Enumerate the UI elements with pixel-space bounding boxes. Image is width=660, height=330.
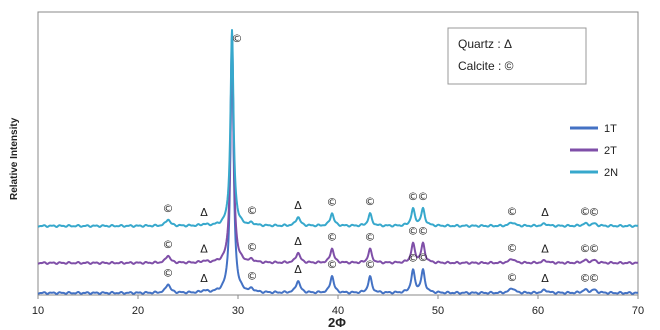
phase-marker-2T-0: ©	[163, 238, 174, 251]
phase-marker-2T-12: ©	[589, 242, 600, 255]
phase-marker-2N-6: ©	[365, 195, 376, 208]
phase-marker-2T-1: Δ	[200, 243, 208, 256]
phase-marker-1T-5: ©	[327, 258, 338, 271]
phase-marker-layer: © Δ ©Δ © ©© ©© Δ ©©© Δ © Δ © © © ©© Δ ©©© Δ © Δ © © © ©© Δ ©©	[163, 190, 600, 285]
phase-marker-2T-10: Δ	[541, 243, 549, 256]
series-line-1T	[37, 31, 639, 295]
phase-marker-2T-9: ©	[507, 242, 518, 255]
phase-marker-2T-11: ©	[580, 242, 591, 255]
x-tick-layer: 10 20 30 40 50 60 70	[32, 295, 644, 317]
phase-marker-1T-9: ©	[507, 271, 518, 284]
phase-marker-2N-9: ©	[507, 205, 518, 218]
phase-marker-2N-0: ©	[163, 202, 174, 215]
phase-key-quartz: Quartz : Δ	[458, 37, 512, 51]
legend-label-2N: 2N	[604, 167, 618, 179]
x-tick-label-2: 30	[232, 305, 244, 317]
phase-marker-2N-12: ©	[589, 205, 600, 218]
phase-marker-2T-4: Δ	[294, 235, 302, 248]
phase-marker-2N-5: ©	[327, 195, 338, 208]
phase-marker-1T-10: Δ	[541, 272, 549, 285]
phase-marker-1T-3: ©	[247, 270, 258, 283]
phase-marker-2T-5: ©	[327, 231, 338, 244]
phase-marker-2T-8: ©	[418, 225, 429, 238]
phase-marker-2N-3: ©	[247, 204, 258, 217]
legend-label-1T: 1T	[604, 123, 617, 135]
phase-marker-2T-7: ©	[408, 225, 419, 238]
x-tick-label-4: 50	[432, 305, 444, 317]
phase-marker-2N-7: ©	[408, 190, 419, 203]
phase-marker-1T-7: ©	[408, 251, 419, 264]
x-tick-label-5: 60	[532, 305, 544, 317]
phase-marker-1T-12: ©	[589, 272, 600, 285]
series-legend: 1T 2T 2N	[570, 123, 618, 179]
x-tick-label-0: 10	[32, 305, 44, 317]
x-tick-label-6: 70	[632, 305, 644, 317]
x-axis-title: 2Φ	[328, 315, 346, 330]
phase-marker-1T-6: ©	[365, 258, 376, 271]
legend-label-2T: 2T	[604, 145, 617, 157]
x-tick-label-3: 40	[332, 305, 344, 317]
phase-key-calcite: Calcite : ©	[458, 59, 514, 73]
phase-marker-2T-6: ©	[365, 231, 376, 244]
top-peak-annotation: ©	[232, 32, 243, 45]
x-tick-label-1: 20	[132, 305, 144, 317]
phase-marker-2N-4: Δ	[294, 199, 302, 212]
phase-marker-2N-10: Δ	[541, 206, 549, 219]
phase-marker-2N-11: ©	[580, 205, 591, 218]
y-axis-title: Relative Intensity	[9, 117, 20, 200]
series-layer	[37, 29, 639, 295]
series-line-2N	[37, 29, 639, 228]
phase-key-box: Quartz : Δ Calcite : ©	[447, 27, 587, 85]
series-line-2T	[37, 40, 639, 265]
phase-marker-2T-3: ©	[247, 241, 258, 254]
phase-marker-1T-8: ©	[418, 251, 429, 264]
phase-marker-1T-4: Δ	[294, 263, 302, 276]
phase-key-frame	[447, 27, 587, 85]
phase-marker-2N-1: Δ	[200, 206, 208, 219]
phase-marker-2N-8: ©	[418, 190, 429, 203]
phase-marker-1T-1: Δ	[200, 272, 208, 285]
phase-marker-1T-11: ©	[580, 271, 591, 284]
phase-marker-1T-0: ©	[163, 267, 174, 280]
